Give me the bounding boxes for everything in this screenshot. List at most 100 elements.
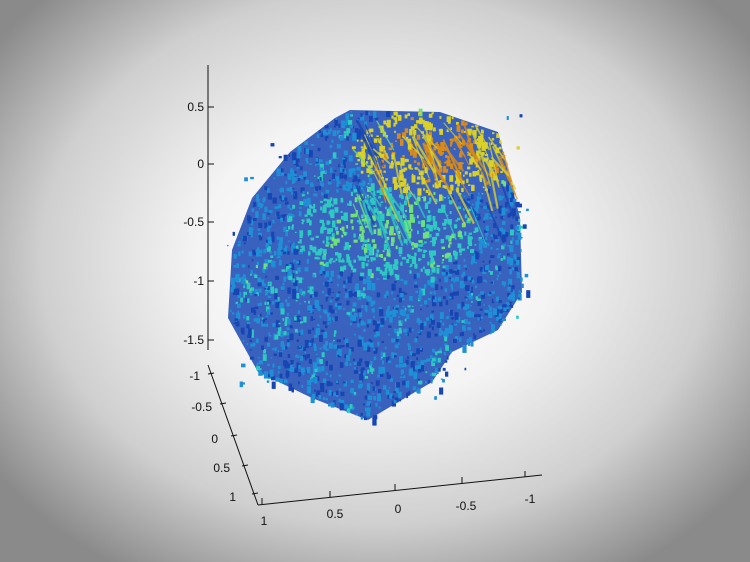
point: [470, 341, 474, 347]
point: [432, 299, 437, 307]
point: [367, 165, 372, 169]
point: [302, 354, 307, 358]
point: [461, 332, 464, 336]
point: [418, 240, 423, 243]
point: [424, 202, 429, 209]
point: [295, 300, 298, 302]
point: [314, 300, 319, 309]
point: [438, 332, 442, 336]
point: [492, 308, 497, 316]
point: [444, 161, 447, 164]
point: [430, 259, 435, 265]
point: [384, 346, 387, 350]
point: [293, 174, 297, 177]
point: [367, 174, 370, 178]
point: [411, 256, 417, 264]
point: [280, 286, 285, 290]
point: [239, 381, 243, 388]
point: [266, 227, 270, 232]
point: [411, 168, 413, 170]
point: [405, 261, 408, 263]
point: [348, 120, 353, 125]
point: [480, 291, 484, 295]
point: [262, 267, 266, 273]
point: [365, 110, 369, 116]
point: [493, 204, 496, 207]
point: [285, 201, 289, 205]
point: [430, 320, 435, 325]
point: [279, 187, 284, 193]
point: [421, 119, 425, 123]
point: [288, 369, 291, 371]
point: [318, 185, 322, 190]
z-tick-label: 0.5: [187, 100, 204, 114]
point: [418, 322, 421, 325]
point: [257, 314, 260, 317]
point: [372, 215, 376, 221]
point: [407, 138, 412, 144]
point: [413, 130, 417, 135]
point: [344, 231, 347, 236]
point: [331, 392, 334, 396]
point: [348, 289, 351, 292]
point: [418, 295, 422, 300]
point: [343, 246, 346, 251]
point: [417, 361, 419, 364]
point: [322, 321, 327, 325]
point: [459, 230, 461, 232]
point: [306, 354, 310, 359]
point: [358, 236, 361, 240]
point: [431, 372, 436, 377]
point: [420, 170, 424, 176]
point: [243, 242, 246, 245]
point: [308, 342, 312, 346]
point: [267, 374, 271, 378]
point: [516, 146, 520, 150]
point: [260, 302, 262, 306]
point: [496, 277, 499, 281]
point: [443, 351, 446, 356]
point: [322, 290, 325, 294]
ridge-streak: [480, 172, 494, 212]
point: [407, 328, 410, 331]
point: [423, 196, 427, 202]
point: [315, 251, 319, 256]
point: [424, 121, 429, 128]
point: [295, 286, 299, 291]
point: [461, 223, 466, 228]
point: [281, 214, 285, 220]
point: [480, 206, 483, 208]
point: [337, 305, 342, 310]
point: [336, 181, 341, 184]
point: [282, 318, 285, 321]
point: [418, 220, 421, 224]
point: [386, 374, 391, 379]
point: [322, 263, 326, 267]
point: [387, 360, 392, 364]
point: [433, 127, 436, 131]
point: [400, 139, 404, 146]
ridge-streak: [484, 148, 500, 189]
point: [458, 153, 463, 158]
point: [353, 358, 355, 361]
point: [391, 400, 396, 407]
point: [317, 249, 322, 254]
point: [356, 167, 361, 171]
point: [447, 272, 452, 277]
point: [398, 287, 402, 294]
point: [260, 313, 262, 317]
point: [304, 267, 309, 272]
point: [336, 339, 341, 343]
point: [367, 319, 372, 324]
point: [349, 264, 353, 267]
point: [350, 265, 354, 270]
point: [491, 240, 494, 243]
ridge-streak: [375, 207, 392, 254]
point: [376, 278, 380, 281]
point: [287, 363, 290, 369]
point: [367, 369, 370, 374]
point: [437, 357, 441, 363]
point: [420, 365, 424, 372]
ridge-streak: [399, 163, 411, 208]
point: [427, 178, 431, 183]
